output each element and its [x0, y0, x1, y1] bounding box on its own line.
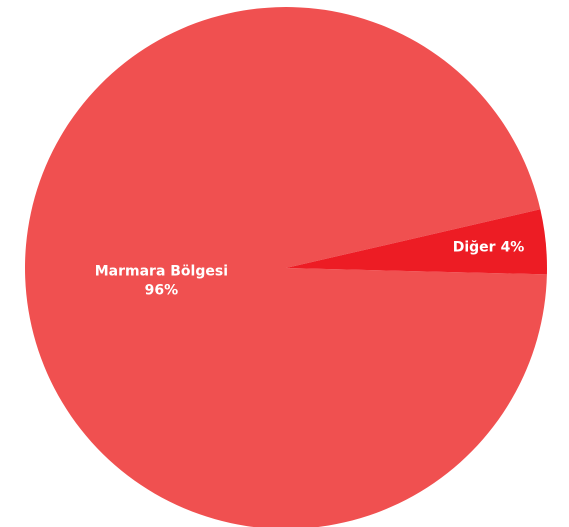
slice-category: Diğer: [453, 239, 496, 255]
slice-label: Marmara Bölgesi: [95, 264, 228, 280]
slice-label: Diğer 4%: [453, 239, 525, 255]
pie-slice: [286, 209, 548, 275]
slice-value-label: 96%: [145, 283, 179, 299]
pie-slice: [25, 6, 547, 527]
slice-value-label: 4%: [501, 239, 525, 255]
